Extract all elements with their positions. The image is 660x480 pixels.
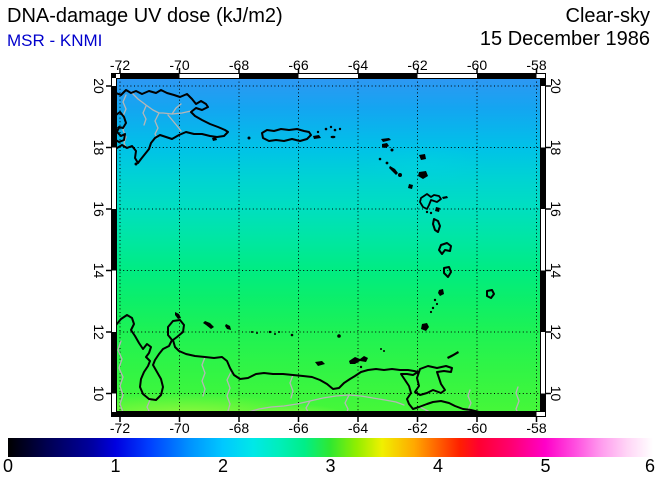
lat-label-left-1: 18: [91, 140, 107, 156]
lat-label-left-2: 16: [91, 201, 107, 217]
lon-label-top-6: -60: [467, 57, 487, 73]
lat-label-left-4: 12: [91, 324, 107, 340]
lon-label-bottom-2: -68: [229, 420, 249, 436]
lon-label-bottom-0: -72: [110, 420, 130, 436]
lon-label-top-7: -58: [526, 57, 546, 73]
lat-label-right-4: 12: [548, 324, 564, 340]
lon-label-bottom-4: -64: [348, 420, 368, 436]
axis-labels: -72 -70 -68 -66 -64 -62 -60 -58 -72 -70 …: [91, 57, 564, 436]
lon-label-top-5: -62: [407, 57, 427, 73]
lat-label-right-3: 14: [548, 263, 564, 279]
lon-label-bottom-5: -62: [407, 420, 427, 436]
subtitle: MSR - KNMI: [7, 31, 103, 50]
lat-label-right-1: 18: [548, 140, 564, 156]
lon-label-top-3: -66: [288, 57, 308, 73]
colorbar-tick-5: 5: [540, 456, 551, 476]
lon-label-bottom-6: -60: [467, 420, 487, 436]
condition-label: Clear-sky: [565, 5, 650, 27]
colorbar-tick-6: 6: [644, 456, 656, 476]
colorbar-tick-3: 3: [325, 456, 336, 476]
page-title: DNA-damage UV dose (kJ/m2): [7, 5, 283, 27]
coastlines: [116, 89, 495, 412]
lat-label-right-0: 20: [548, 78, 564, 94]
colorbar-tick-2: 2: [217, 456, 229, 476]
dose-field: [116, 78, 541, 412]
lat-label-left-5: 10: [91, 386, 107, 402]
colorbar-tick-0: 0: [2, 456, 14, 476]
lat-label-left-3: 14: [91, 263, 107, 279]
lon-label-top-0: -72: [110, 57, 130, 73]
axis-ticks: [106, 68, 551, 422]
colorbar-tick-4: 4: [432, 456, 444, 476]
lat-label-left-0: 20: [91, 78, 107, 94]
lon-label-bottom-1: -70: [169, 420, 189, 436]
colorbar-gradient: [8, 438, 653, 457]
graticule: [116, 78, 541, 412]
date-label: 15 December 1986: [479, 28, 650, 50]
lat-label-right-5: 10: [548, 386, 564, 402]
lat-label-right-2: 16: [548, 201, 564, 217]
lon-label-bottom-3: -66: [288, 420, 308, 436]
map-frame: [111, 73, 546, 417]
lon-label-bottom-7: -58: [526, 420, 546, 436]
colorbar-tick-1: 1: [110, 456, 121, 476]
lon-label-top-2: -68: [229, 57, 249, 73]
lon-label-top-1: -70: [169, 57, 189, 73]
lon-label-top-4: -64: [348, 57, 368, 73]
